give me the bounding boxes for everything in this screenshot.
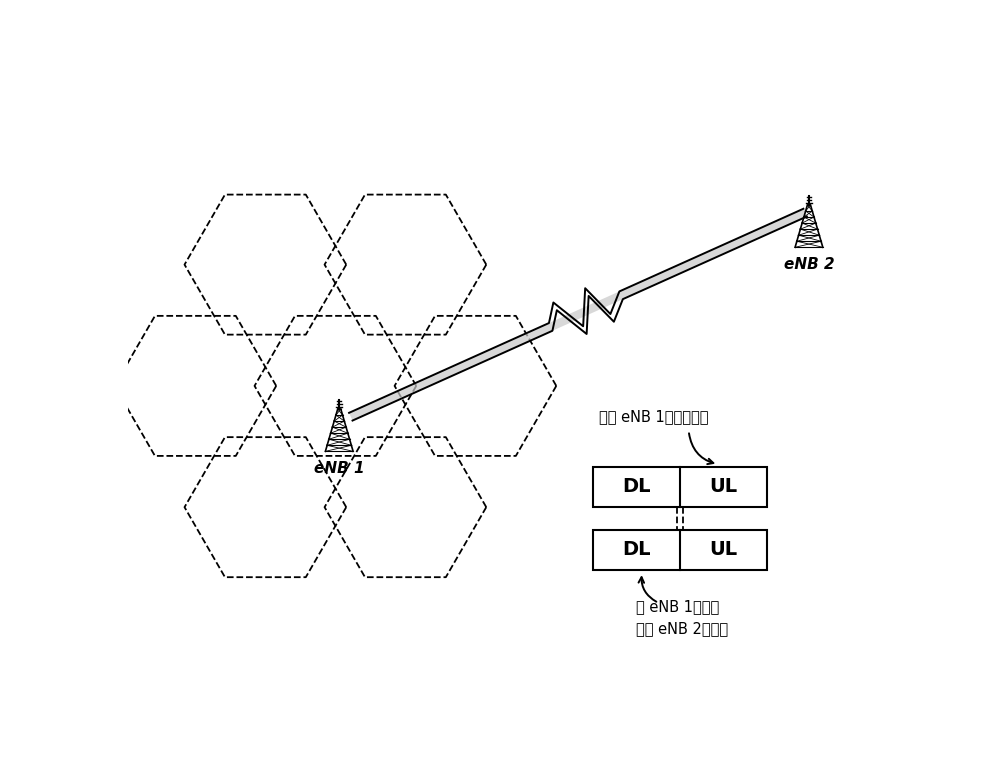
Bar <box>593 466 767 507</box>
Text: DL: DL <box>622 477 651 497</box>
Text: UL: UL <box>709 477 737 497</box>
Text: 在 eNB 1接收的: 在 eNB 1接收的 <box>636 599 719 614</box>
Text: DL: DL <box>622 540 651 560</box>
Text: eNB 2: eNB 2 <box>784 257 834 271</box>
Text: 来自 eNB 2的子帧: 来自 eNB 2的子帧 <box>636 621 728 636</box>
Polygon shape <box>349 209 807 420</box>
Text: eNB 1: eNB 1 <box>314 460 365 476</box>
Text: UL: UL <box>709 540 737 560</box>
Bar <box>593 530 767 570</box>
Text: 要在 eNB 1接收的子帧: 要在 eNB 1接收的子帧 <box>599 409 709 424</box>
